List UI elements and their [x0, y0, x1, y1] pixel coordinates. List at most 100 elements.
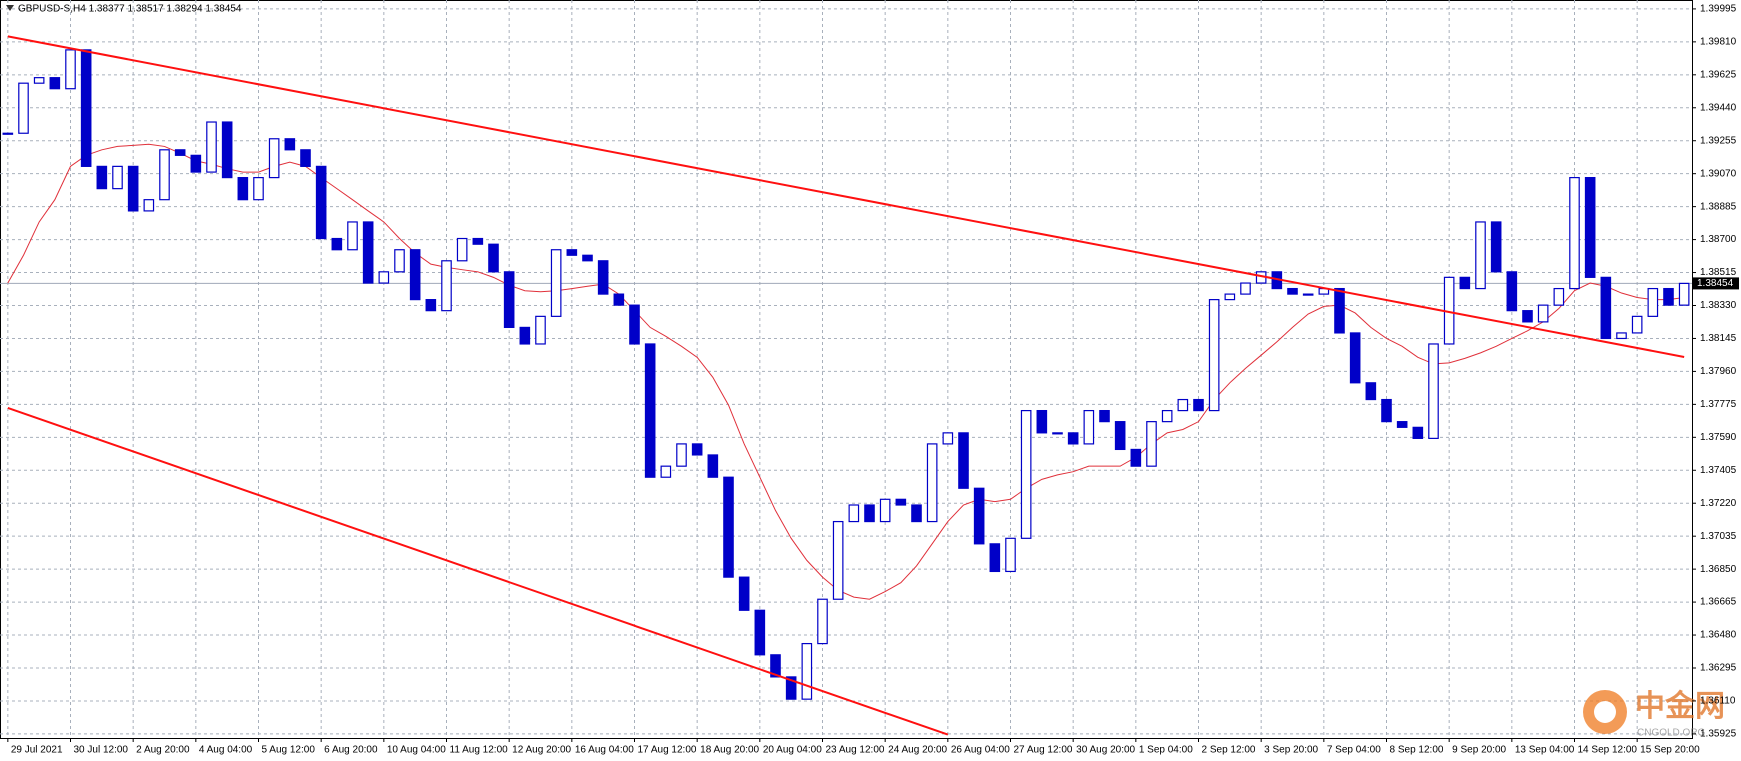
x-tick-label: 14 Sep 12:00 — [1578, 745, 1638, 756]
x-tick-label: 10 Aug 04:00 — [387, 745, 446, 756]
candle — [1537, 304, 1549, 323]
candle — [143, 199, 155, 212]
candle — [1130, 448, 1142, 467]
candle — [1005, 537, 1016, 573]
x-tick-label: 12 Aug 20:00 — [512, 745, 571, 756]
x-tick-label: 16 Aug 04:00 — [575, 745, 634, 756]
current-price-label: 1.38454 — [1697, 278, 1734, 289]
y-tick-label: 1.39440 — [1700, 102, 1737, 113]
candle — [1208, 299, 1220, 412]
candle — [691, 443, 703, 456]
x-tick-label: 17 Aug 12:00 — [638, 745, 697, 756]
candle — [770, 654, 781, 678]
candle — [911, 504, 922, 523]
candle — [253, 176, 264, 201]
current-price-box — [1693, 277, 1739, 290]
y-tick-label: 1.36850 — [1700, 564, 1737, 575]
y-tick-label: 1.39070 — [1700, 168, 1737, 179]
candle — [425, 299, 437, 312]
candle — [362, 221, 374, 284]
candle — [331, 237, 343, 251]
candle — [817, 598, 828, 645]
candle — [409, 249, 421, 301]
x-tick-label: 11 Aug 12:00 — [450, 745, 509, 756]
candle — [1020, 409, 1032, 539]
candle — [49, 77, 61, 90]
y-tick-label: 1.38515 — [1700, 267, 1737, 278]
candle — [550, 249, 562, 317]
x-tick-label: 9 Sep 20:00 — [1452, 745, 1506, 756]
grid — [0, 0, 1692, 738]
x-tick-label: 7 Sep 04:00 — [1327, 745, 1381, 756]
plot-area — [0, 0, 1693, 739]
x-tick-label: 2 Sep 12:00 — [1202, 745, 1256, 756]
candle — [676, 443, 687, 467]
candle — [237, 176, 249, 201]
watermark-text: 中金网 — [1635, 689, 1725, 723]
x-tick-label: 1 Sep 04:00 — [1139, 745, 1193, 756]
candle — [1616, 332, 1627, 340]
x-tick-label: 5 Aug 12:00 — [262, 745, 316, 756]
candle — [660, 465, 672, 478]
candle — [18, 82, 29, 134]
candle — [1177, 398, 1189, 412]
candle — [127, 165, 139, 212]
candle — [441, 260, 452, 312]
y-tick-label: 1.37035 — [1700, 531, 1737, 542]
x-tick-label: 20 Aug 04:00 — [763, 745, 822, 756]
candle — [942, 432, 954, 445]
y-tick-label: 1.35925 — [1700, 729, 1737, 740]
candle — [785, 676, 797, 700]
candle — [597, 260, 609, 295]
candle — [80, 49, 92, 167]
candle — [1052, 432, 1063, 435]
candle — [1240, 282, 1251, 295]
y-tick-label: 1.39810 — [1700, 37, 1737, 48]
candle — [1067, 432, 1079, 445]
candle — [958, 432, 969, 489]
watermark: 中金网 CNGOLD.ORG — [1583, 689, 1725, 739]
candle — [895, 498, 907, 506]
marks — [2, 35, 1690, 736]
candle — [1553, 287, 1565, 306]
candle — [1146, 421, 1157, 467]
candle — [707, 454, 719, 478]
candle — [456, 237, 468, 262]
chart-title: GBPUSD-S,H4 1.38377 1.38517 1.38294 1.38… — [18, 4, 242, 15]
candle — [221, 121, 233, 179]
candle — [723, 476, 734, 578]
candle — [1428, 343, 1439, 439]
y-tick-label: 1.38330 — [1700, 300, 1737, 311]
candle — [174, 149, 186, 156]
x-tick-label: 24 Aug 20:00 — [888, 745, 947, 756]
candle — [1459, 276, 1471, 290]
x-tick-label: 13 Sep 04:00 — [1515, 745, 1575, 756]
watermark-logo-inner — [1594, 701, 1616, 723]
candle — [613, 293, 625, 306]
candle — [347, 221, 358, 251]
candle — [1193, 398, 1204, 412]
y-tick-label: 1.36295 — [1700, 663, 1737, 674]
candle — [190, 154, 202, 173]
candle — [1083, 409, 1095, 445]
candle — [1287, 287, 1298, 295]
candle — [159, 149, 170, 201]
y-tick-label: 1.39625 — [1700, 69, 1737, 80]
y-tick-label: 1.36480 — [1700, 630, 1737, 641]
y-tick-label: 1.37590 — [1700, 432, 1737, 443]
candle — [112, 165, 123, 190]
y-tick-label: 1.39995 — [1700, 4, 1737, 15]
candle — [488, 243, 499, 273]
candle — [1224, 293, 1236, 301]
x-tick-label: 30 Aug 20:00 — [1076, 745, 1135, 756]
candle — [1381, 398, 1392, 423]
candle — [1302, 293, 1314, 296]
x-tick-label: 27 Aug 12:00 — [1014, 745, 1073, 756]
trend-line — [7, 406, 949, 736]
candle — [1584, 176, 1596, 278]
trend-line — [7, 35, 1685, 358]
candle — [629, 304, 640, 345]
candle — [754, 609, 766, 656]
candle — [1600, 276, 1612, 340]
